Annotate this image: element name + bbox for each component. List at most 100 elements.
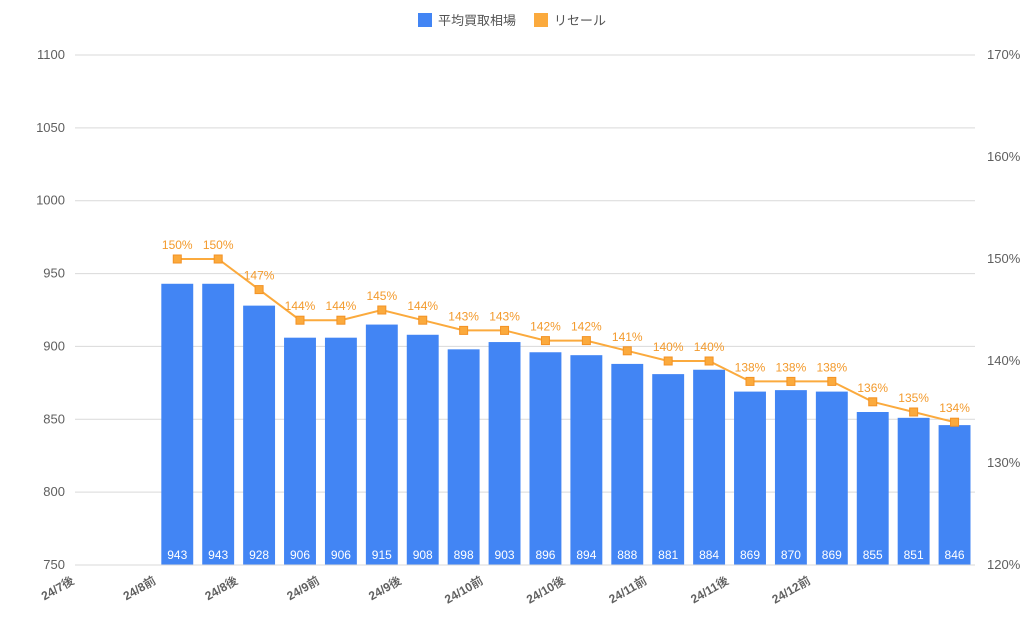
resale-marker <box>255 286 263 294</box>
resale-value-label: 140% <box>653 340 684 354</box>
resale-value-label: 142% <box>530 320 561 334</box>
bar <box>325 338 357 565</box>
chart: 750 800 850 900 950 1000 1050 1100 120% 130% 140% 1… <box>0 0 1024 633</box>
resale-value-label: 141% <box>612 330 643 344</box>
bar <box>693 370 725 565</box>
bar-value-label: 894 <box>576 548 596 562</box>
y-left-tick-label: 750 <box>43 557 65 572</box>
y-left-tick-label: 950 <box>43 266 65 281</box>
bar-value-label: 915 <box>372 548 392 562</box>
bar <box>734 392 766 565</box>
resale-marker <box>951 418 959 426</box>
bar-value-label: 869 <box>740 548 760 562</box>
resale-value-label: 138% <box>735 360 766 374</box>
resale-marker <box>419 316 427 324</box>
y-left-tick-label: 1050 <box>36 120 65 135</box>
resale-value-label: 138% <box>816 360 847 374</box>
resale-marker <box>173 255 181 263</box>
bar <box>202 284 234 565</box>
y-left-tick-label: 1000 <box>36 193 65 208</box>
resale-marker <box>296 316 304 324</box>
resale-marker <box>828 377 836 385</box>
resale-value-label: 136% <box>857 381 888 395</box>
resale-marker <box>337 316 345 324</box>
resale-value-label: 144% <box>407 299 438 313</box>
bar <box>611 364 643 565</box>
resale-marker <box>378 306 386 314</box>
resale-marker <box>460 326 468 334</box>
bar-value-label: 906 <box>331 548 351 562</box>
resale-value-label: 150% <box>203 238 234 252</box>
y-right-tick-label: 120% <box>987 557 1021 572</box>
resale-value-label: 145% <box>366 289 397 303</box>
resale-marker <box>623 347 631 355</box>
y-right-tick-label: 170% <box>987 47 1021 62</box>
bar-value-label: 846 <box>945 548 965 562</box>
bar <box>407 335 439 565</box>
bar-value-label: 906 <box>290 548 310 562</box>
y-left-tick-label: 850 <box>43 411 65 426</box>
y-right-tick-label: 130% <box>987 455 1021 470</box>
bar <box>448 349 480 565</box>
bar <box>939 425 971 565</box>
legend: 平均買取相場 リセール <box>0 10 1024 29</box>
resale-value-label: 144% <box>326 299 357 313</box>
bar-value-label: 884 <box>699 548 719 562</box>
resale-marker <box>869 398 877 406</box>
resale-marker <box>746 377 754 385</box>
legend-label-line: リセール <box>554 10 606 29</box>
bar <box>652 374 684 565</box>
bar-value-label: 869 <box>822 548 842 562</box>
bar <box>366 325 398 565</box>
resale-marker <box>910 408 918 416</box>
legend-item-line: リセール <box>534 10 606 29</box>
legend-item-bar: 平均買取相場 <box>418 10 516 29</box>
bar <box>530 352 562 565</box>
bar <box>857 412 889 565</box>
resale-value-label: 150% <box>162 238 193 252</box>
y-left-tick-label: 800 <box>43 484 65 499</box>
bar-value-label: 928 <box>249 548 269 562</box>
resale-marker <box>541 337 549 345</box>
bar <box>898 418 930 565</box>
bar <box>284 338 316 565</box>
bar-value-label: 851 <box>904 548 924 562</box>
bar <box>775 390 807 565</box>
y-left-tick-label: 900 <box>43 338 65 353</box>
bar <box>570 355 602 565</box>
resale-value-label: 143% <box>489 309 520 323</box>
resale-value-label: 138% <box>776 360 807 374</box>
bar-value-label: 943 <box>167 548 187 562</box>
bar-value-label: 908 <box>413 548 433 562</box>
bar <box>816 392 848 565</box>
legend-swatch-bar <box>418 13 432 27</box>
resale-marker <box>214 255 222 263</box>
resale-marker <box>664 357 672 365</box>
bar-value-label: 898 <box>454 548 474 562</box>
bar-value-label: 888 <box>617 548 637 562</box>
resale-value-label: 144% <box>285 299 316 313</box>
resale-value-label: 135% <box>898 391 929 405</box>
bar <box>161 284 193 565</box>
resale-value-label: 140% <box>694 340 725 354</box>
bar <box>243 306 275 565</box>
bar-value-label: 855 <box>863 548 883 562</box>
resale-value-label: 142% <box>571 320 602 334</box>
resale-value-label: 134% <box>939 401 970 415</box>
bar-value-label: 870 <box>781 548 801 562</box>
y-right-tick-label: 160% <box>987 149 1021 164</box>
bar-value-label: 903 <box>495 548 515 562</box>
resale-marker <box>501 326 509 334</box>
resale-marker <box>582 337 590 345</box>
y-right-tick-label: 150% <box>987 251 1021 266</box>
resale-value-label: 143% <box>448 309 479 323</box>
resale-marker <box>705 357 713 365</box>
resale-marker <box>787 377 795 385</box>
legend-label-bar: 平均買取相場 <box>438 10 516 29</box>
bar-value-label: 943 <box>208 548 228 562</box>
y-right-tick-label: 140% <box>987 353 1021 368</box>
bar-value-label: 881 <box>658 548 678 562</box>
bar <box>489 342 521 565</box>
y-left-tick-label: 1100 <box>37 47 65 62</box>
resale-value-label: 147% <box>244 269 275 283</box>
